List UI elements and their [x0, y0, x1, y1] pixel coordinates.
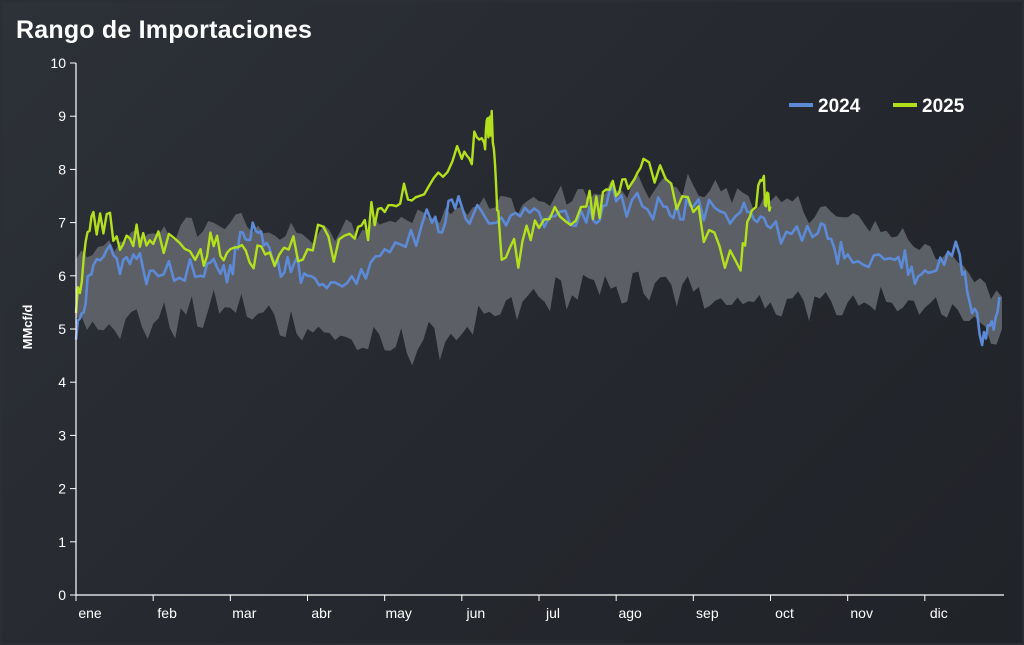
- x-tick-label: ago: [618, 605, 642, 621]
- range-band-layer: [76, 173, 1002, 366]
- y-tick-label: 9: [58, 108, 66, 124]
- y-tick-label: 2: [58, 481, 66, 497]
- y-tick-label: 1: [58, 534, 66, 550]
- legend: 2024 2025: [789, 96, 965, 117]
- y-tick-label: 7: [58, 215, 66, 231]
- series-line-2024: [74, 186, 1001, 347]
- y-tick-label: 8: [58, 161, 66, 177]
- x-tick-label: jul: [545, 605, 560, 621]
- y-tick-label: 3: [58, 427, 66, 443]
- axes-layer: 0 1 2 3 4 5 6 7 8 9 10 ene feb mar abr may jun jul ago sep o…: [20, 55, 1004, 621]
- y-tick-label: 6: [58, 268, 66, 284]
- x-tick-label: may: [385, 605, 411, 621]
- chart-title: Rango de Importaciones: [16, 16, 313, 44]
- y-tick-label: 10: [50, 55, 66, 71]
- y-tick-label: 5: [58, 321, 66, 337]
- x-tick-label: sep: [696, 605, 719, 621]
- x-tick-label: dic: [930, 605, 948, 621]
- x-tick-label: nov: [850, 605, 873, 621]
- x-tick-label: jun: [465, 605, 485, 621]
- x-tick-label: feb: [157, 605, 177, 621]
- y-tick-label: 4: [58, 374, 66, 390]
- y-tick-label: 0: [58, 587, 66, 603]
- legend-label-2024: 2024: [818, 96, 861, 117]
- series-line-2025: [74, 109, 772, 314]
- x-tick-label: oct: [775, 605, 794, 621]
- legend-label-2025: 2025: [922, 96, 965, 117]
- range-band-area: [76, 173, 1002, 366]
- x-tick-label: abr: [311, 605, 332, 621]
- x-tick-label: mar: [232, 605, 256, 621]
- series-lines-layer: [74, 109, 1001, 347]
- y-axis-label: MMcf/d: [20, 305, 35, 350]
- x-tick-label: ene: [78, 605, 102, 621]
